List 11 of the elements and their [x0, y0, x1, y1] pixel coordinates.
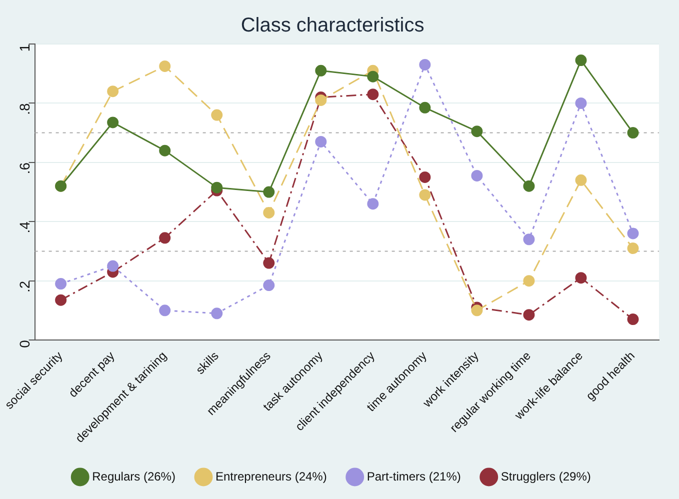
y-tick-label: 0: [16, 340, 33, 348]
chart-title: Class characteristics: [240, 14, 424, 37]
y-tick-label: .8: [16, 103, 33, 115]
y-tick-label: .4: [16, 221, 33, 234]
y-tick-label: .2: [16, 280, 33, 293]
legend-label: Entrepreneurs (24%): [215, 469, 327, 484]
y-tick-label: .6: [16, 162, 33, 174]
legend-label: Regulars (26%): [92, 469, 176, 484]
legend-label: Part-timers (21%): [366, 469, 461, 484]
y-tick-label: 1: [16, 44, 33, 52]
legend-label: Strugglers (29%): [500, 469, 591, 484]
